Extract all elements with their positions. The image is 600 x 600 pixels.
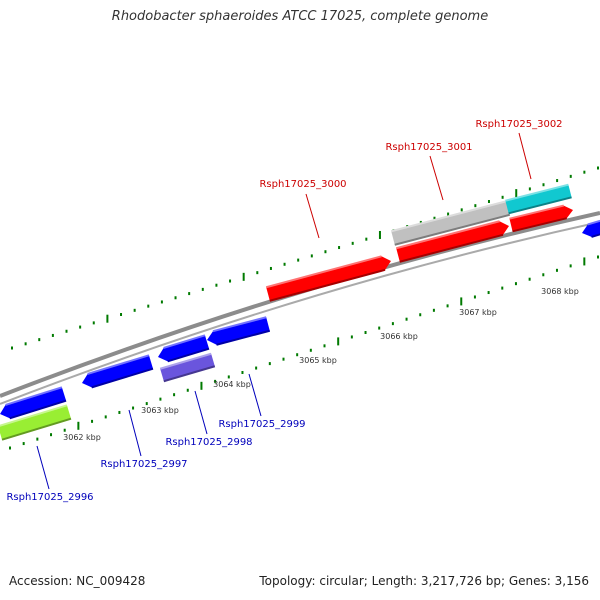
gene-rsph17025-3002[interactable]: [505, 183, 572, 215]
gene-rsph17025-3002-label[interactable]: Rsph17025_3002: [475, 119, 562, 130]
gene-edge-left-highlight: [5, 386, 63, 406]
gene-rsph17025-3001-shadow: [394, 213, 511, 246]
scale-label: 3062 kbp: [63, 433, 101, 442]
gene-rsph17025-2999-leader: [248, 373, 262, 417]
gene-rsph17025-3001-red-body: [396, 221, 509, 262]
scale-label: 3067 kbp: [459, 308, 497, 317]
gene-rsph17025-2997b-shadow: [167, 347, 210, 363]
scale-label: 3066 kbp: [380, 332, 418, 341]
gene-rsph17025-2997-leader: [128, 409, 142, 457]
gene-rsph17025-2997b[interactable]: [158, 334, 210, 363]
gene-rsph17025-2997-label[interactable]: Rsph17025_2997: [100, 459, 187, 470]
gene-rsph17025-2998-highlight: [159, 352, 212, 370]
gene-rsph17025-3000-shadow: [269, 268, 386, 302]
gene-rsph17025-2996[interactable]: [0, 404, 72, 441]
backbone-inner: [0, 221, 600, 405]
gene-rsph17025-3002-highlight: [505, 183, 569, 202]
scale-label: 3065 kbp: [299, 356, 337, 365]
gene-edge-right-body: [582, 220, 600, 237]
topology-label: Topology: circular; Length: 3,217,726 bp…: [259, 574, 589, 588]
gene-rsph17025-2997[interactable]: [82, 354, 154, 389]
gene-rsph17025-2998-body: [160, 353, 215, 382]
gene-rsph17025-3001-red[interactable]: [395, 220, 509, 263]
gene-rsph17025-2998-shadow: [163, 365, 216, 383]
gene-rsph17025-2997-shadow: [91, 367, 154, 389]
gene-rsph17025-2997b-body: [158, 335, 210, 362]
gene-rsph17025-2996-label[interactable]: Rsph17025_2996: [6, 492, 93, 503]
gene-rsph17025-2998-label[interactable]: Rsph17025_2998: [165, 437, 252, 448]
gene-rsph17025-2999-shadow: [216, 329, 271, 346]
gene-rsph17025-3000[interactable]: [265, 255, 391, 302]
gene-rsph17025-2996-body: [0, 405, 72, 440]
gene-rsph17025-2999-highlight: [212, 316, 267, 333]
map-title: Rhodobacter sphaeroides ATCC 17025, comp…: [111, 9, 489, 24]
gene-rsph17025-3002-red-highlight: [509, 204, 564, 220]
gene-rsph17025-3001-highlight: [390, 200, 507, 233]
gene-edge-right[interactable]: [582, 219, 600, 238]
gene-rsph17025-3002-leader: [518, 132, 532, 180]
gene-rsph17025-3001-red-highlight: [395, 220, 500, 250]
gene-rsph17025-3002-red-body: [509, 205, 573, 232]
gene-rsph17025-3001-red-shadow: [399, 233, 504, 263]
gene-rsph17025-2997-highlight: [87, 354, 150, 375]
gene-rsph17025-3001-body: [391, 201, 510, 245]
gene-rsph17025-2999[interactable]: [207, 316, 271, 346]
gene-rsph17025-2998-leader: [194, 390, 208, 435]
gene-edge-left[interactable]: [0, 386, 67, 420]
scale-label: 3068 kbp: [541, 287, 579, 296]
accession-label: Accession: NC_009428: [9, 574, 146, 588]
gene-edge-left-body: [0, 387, 67, 419]
gene-rsph17025-2997b-highlight: [163, 334, 206, 349]
gene-rsph17025-2999-body: [207, 317, 270, 345]
gene-edge-right-highlight: [587, 219, 600, 226]
gene-rsph17025-3002-body: [505, 184, 572, 214]
scale-label: 3064 kbp: [213, 380, 251, 389]
gene-rsph17025-3001-leader: [429, 155, 444, 201]
gene-rsph17025-2996-leader: [36, 445, 50, 490]
gene-edge-right-shadow: [591, 233, 600, 238]
scale-label: 3063 kbp: [141, 406, 179, 415]
gene-rsph17025-2999-label[interactable]: Rsph17025_2999: [218, 419, 305, 430]
gene-edge-left-shadow: [9, 399, 67, 420]
gene-rsph17025-2998[interactable]: [159, 352, 216, 383]
gene-rsph17025-2997-body: [82, 355, 154, 388]
gene-rsph17025-3000-body: [266, 256, 391, 301]
gene-rsph17025-3002-red-shadow: [512, 217, 567, 233]
gene-rsph17025-3002-red[interactable]: [509, 204, 573, 233]
gene-rsph17025-3000-leader: [305, 193, 320, 239]
backbone-outer: [0, 211, 600, 398]
gene-rsph17025-3001-label[interactable]: Rsph17025_3001: [385, 142, 472, 153]
gene-rsph17025-3000-label[interactable]: Rsph17025_3000: [259, 179, 346, 190]
gene-rsph17025-2996-highlight: [0, 404, 68, 427]
gene-rsph17025-3000-highlight: [265, 255, 382, 289]
gene-rsph17025-3001[interactable]: [390, 200, 511, 246]
gene-rsph17025-2996-shadow: [1, 417, 72, 441]
gene-rsph17025-3002-shadow: [508, 196, 572, 215]
